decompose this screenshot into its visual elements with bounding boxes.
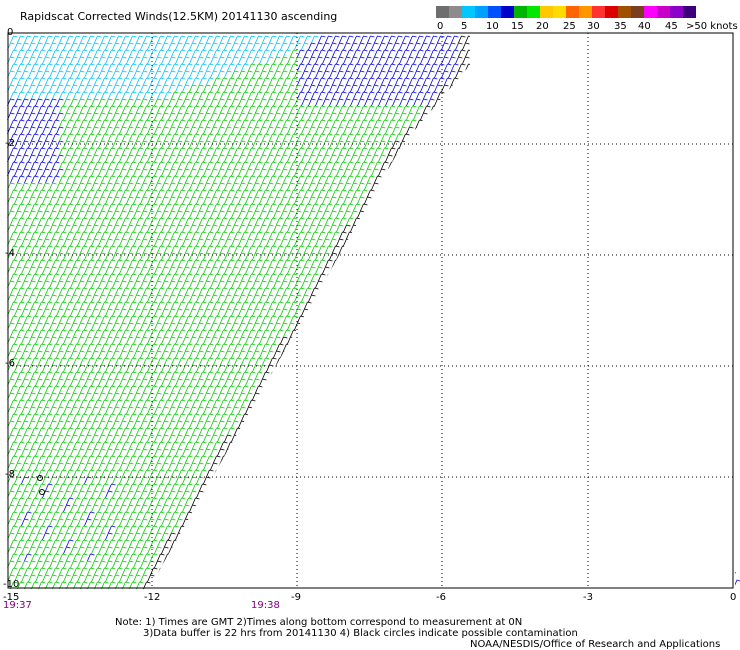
- wind-barb-group: [7, 35, 740, 588]
- credit-line: NOAA/NESDIS/Office of Research and Appli…: [470, 639, 721, 650]
- scale-swatch: [514, 6, 527, 18]
- time-label: 19:37: [3, 600, 32, 611]
- scale-swatch: [683, 6, 696, 18]
- note-line-1: Note: 1) Times are GMT 2)Times along bot…: [115, 617, 523, 628]
- x-tick-label: -6: [436, 592, 446, 603]
- map-frame: [7, 32, 734, 589]
- scale-swatch: [670, 6, 683, 18]
- scale-swatch: [436, 6, 449, 18]
- scale-swatch: [592, 6, 605, 18]
- x-tick-label: -3: [583, 592, 593, 603]
- scale-swatch: [488, 6, 501, 18]
- wind-speed-color-scale: [436, 6, 696, 18]
- x-tick-label: 0: [730, 592, 737, 603]
- note-line-2: 3)Data buffer is 22 hrs from 20141130 4)…: [143, 628, 578, 639]
- scale-swatch: [644, 6, 657, 18]
- scale-swatch: [449, 6, 462, 18]
- scale-swatch: [618, 6, 631, 18]
- y-tick-label: -4: [5, 248, 15, 259]
- y-tick-label: -10: [3, 579, 20, 590]
- scale-label: 45: [665, 21, 678, 32]
- scale-swatch: [605, 6, 618, 18]
- y-tick-label: 0: [7, 27, 14, 38]
- scale-swatch: [631, 6, 644, 18]
- scale-label: 35: [614, 21, 627, 32]
- scale-label: 15: [511, 21, 524, 32]
- scale-label: 40: [638, 21, 651, 32]
- y-tick-label: -2: [5, 138, 15, 149]
- contamination-circle: [39, 489, 45, 495]
- scale-swatch: [501, 6, 514, 18]
- no-data-area: [148, 33, 735, 590]
- scale-label: >50 knots: [686, 21, 738, 32]
- contamination-circle: [37, 475, 43, 481]
- wind-barb-group: [7, 49, 424, 590]
- scale-label: 25: [563, 21, 576, 32]
- scale-swatch: [527, 6, 540, 18]
- scale-swatch: [553, 6, 566, 18]
- x-tick-label: -12: [144, 592, 161, 603]
- x-tick-label: -9: [291, 592, 301, 603]
- x-tick-label: -15: [3, 592, 20, 603]
- y-tick-label: -6: [5, 358, 15, 369]
- scale-label: 10: [486, 21, 499, 32]
- wind-barb-group: [143, 35, 473, 590]
- scale-label: 20: [536, 21, 549, 32]
- scale-label: 0: [437, 21, 444, 32]
- wind-barb-group: [7, 35, 319, 100]
- scale-swatch: [462, 6, 475, 18]
- lat-lon-grid: [8, 33, 733, 588]
- scale-swatch: [579, 6, 592, 18]
- scale-swatch: [540, 6, 553, 18]
- y-tick-label: -8: [5, 469, 15, 480]
- scale-label: 30: [587, 21, 600, 32]
- scale-swatch: [566, 6, 579, 18]
- map-title: Rapidscat Corrected Winds(12.5KM) 201411…: [20, 10, 338, 23]
- wind-barbs: [7, 33, 740, 590]
- scale-label: 5: [461, 21, 468, 32]
- time-label: 19:38: [251, 600, 280, 611]
- scale-swatch: [657, 6, 670, 18]
- scale-swatch: [475, 6, 488, 18]
